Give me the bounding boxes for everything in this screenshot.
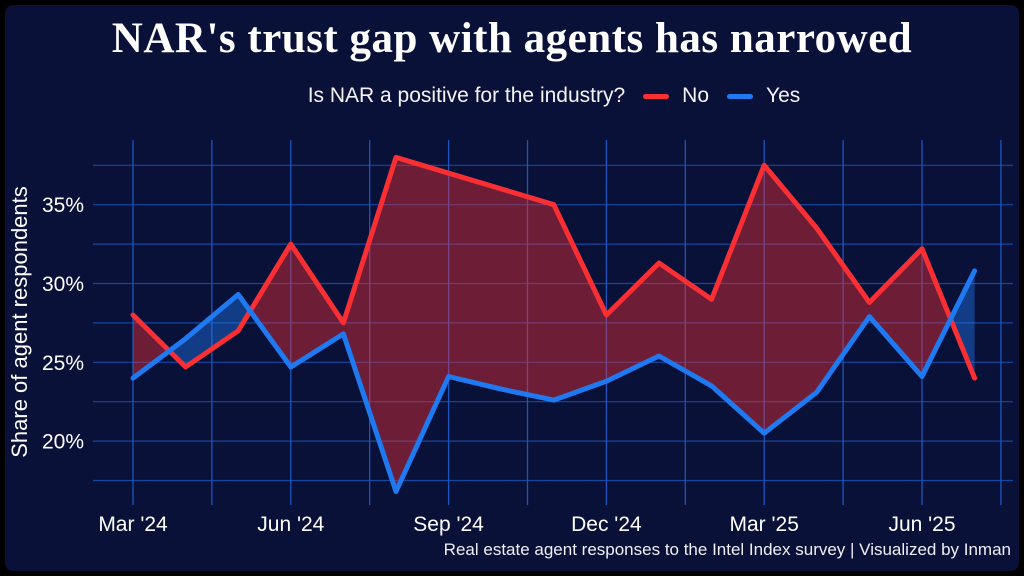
y-tick-label: 35% <box>42 194 84 217</box>
legend: No Yes <box>643 84 800 108</box>
y-axis-title: Share of agent respondents <box>7 186 33 458</box>
x-tick-label: Dec '24 <box>571 513 642 536</box>
screenshot-page: 20% 25% 30% 35% Mar '24 Jun '24 Sep '24 Dec '24… <box>0 0 1024 576</box>
source-caption: Real estate agent responses to the Intel… <box>444 540 1011 560</box>
legend-item-yes: Yes <box>727 84 800 108</box>
chart-title: NAR's trust gap with agents has narrowed <box>0 14 1024 63</box>
x-tick-label: Jun '25 <box>888 513 955 536</box>
no-series-dash-icon <box>643 94 669 99</box>
x-tick-label: Sep '24 <box>413 513 484 536</box>
legend-item-no: No <box>643 84 709 108</box>
chart-subtitle: Is NAR a positive for the industry? <box>308 84 625 108</box>
yes-series-dash-icon <box>727 94 753 99</box>
x-tick-label: Jun '24 <box>257 513 324 536</box>
y-tick-label: 25% <box>42 352 84 375</box>
y-tick-label: 20% <box>42 431 84 454</box>
y-tick-labels: 20% 25% 30% 35% <box>42 194 84 453</box>
x-tick-label: Mar '25 <box>730 513 799 536</box>
subtitle-row: Is NAR a positive for the industry? No Y… <box>84 84 1024 108</box>
legend-label-yes: Yes <box>766 84 800 108</box>
x-tick-label: Mar '24 <box>98 513 168 536</box>
legend-label-no: No <box>682 84 709 108</box>
y-tick-label: 30% <box>42 273 84 296</box>
x-tick-labels: Mar '24 Jun '24 Sep '24 Dec '24 Mar '25 Jun '… <box>98 513 955 536</box>
